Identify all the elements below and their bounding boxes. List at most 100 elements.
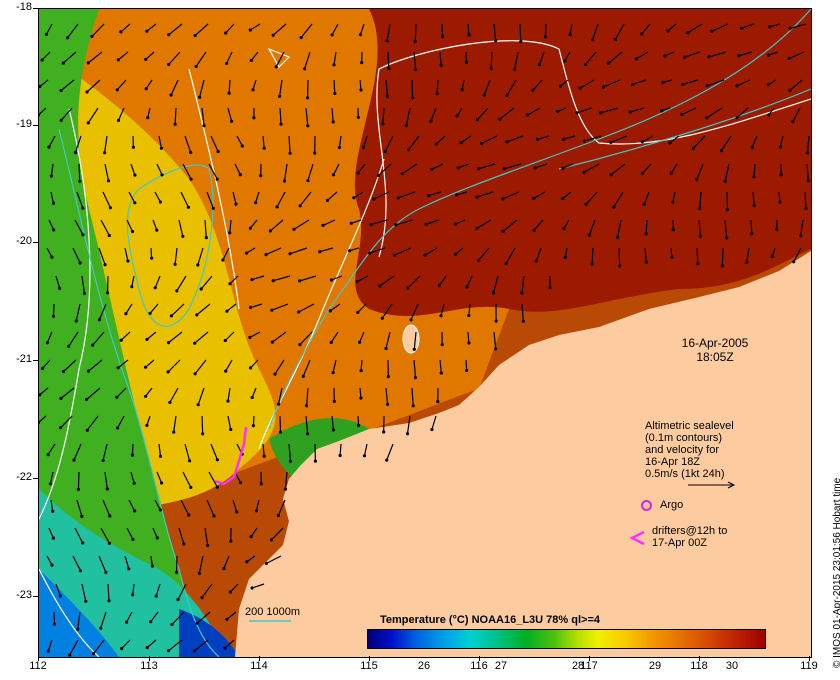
colorbar-label: 29 <box>648 660 662 672</box>
velocity-arrow-head <box>48 482 52 486</box>
velocity-arrow-head <box>181 234 185 238</box>
velocity-arrow-head <box>228 231 232 235</box>
velocity-arrow <box>788 51 805 60</box>
velocity-arrow-head <box>283 487 288 491</box>
velocity-arrow <box>194 23 209 37</box>
velocity-arrow <box>333 51 337 65</box>
velocity-arrow-head <box>39 421 40 425</box>
velocity-arrow-head <box>167 62 171 67</box>
velocity-arrow <box>87 107 99 124</box>
velocity-arrow <box>128 499 136 512</box>
velocity-arrow <box>46 331 53 344</box>
argo-label: Argo <box>660 499 684 511</box>
velocity-arrow-head <box>204 236 208 240</box>
velocity-arrow <box>194 639 209 652</box>
velocity-arrow-head <box>329 340 333 344</box>
velocity-arrow <box>288 443 292 462</box>
velocity-arrow-head <box>464 60 468 64</box>
velocity-arrow-head <box>116 118 121 122</box>
velocity-arrow <box>46 247 53 258</box>
velocity-arrows <box>39 23 811 657</box>
velocity-arrow-head <box>148 311 152 315</box>
velocity-arrow-head <box>268 229 272 233</box>
x-tick-mark <box>809 656 810 661</box>
velocity-arrow <box>720 135 732 151</box>
velocity-arrow-head <box>409 318 413 322</box>
velocity-arrow-head <box>494 347 498 351</box>
velocity-arrow <box>154 191 161 203</box>
velocity-arrow <box>288 135 291 154</box>
velocity-arrow <box>642 135 654 143</box>
velocity-arrow-head <box>80 514 84 518</box>
velocity-arrow-head <box>131 537 135 542</box>
velocity-arrow-head <box>104 570 108 574</box>
velocity-arrow <box>91 23 105 37</box>
velocity-arrow <box>121 639 131 650</box>
velocity-arrow <box>67 23 79 39</box>
velocity-arrow-head <box>806 179 811 183</box>
velocity-arrow-head <box>331 120 335 124</box>
velocity-arrow-head <box>477 167 481 171</box>
velocity-arrow-head <box>271 279 275 283</box>
velocity-arrow <box>298 303 315 313</box>
velocity-arrow-head <box>270 308 274 312</box>
velocity-arrow <box>387 51 390 69</box>
velocity-arrow-head <box>259 482 263 486</box>
velocity-arrow-head <box>520 291 524 295</box>
velocity-arrow-head <box>198 95 202 99</box>
velocity-arrow <box>724 163 730 182</box>
velocity-arrow <box>610 163 626 176</box>
velocity-arrow-head <box>439 63 443 67</box>
velocity-arrow-head <box>39 393 42 397</box>
velocity-arrow-head <box>149 620 153 624</box>
velocity-arrow <box>69 639 79 656</box>
velocity-arrow-head <box>359 369 363 373</box>
velocity-arrow <box>806 135 810 153</box>
sst-map <box>38 8 812 658</box>
velocity-arrow <box>184 443 191 461</box>
velocity-arrow-head <box>778 200 782 204</box>
velocity-arrow-head <box>40 58 44 62</box>
velocity-arrow-head <box>640 140 644 144</box>
velocity-arrow-head <box>186 205 190 209</box>
velocity-arrow-head <box>172 430 176 434</box>
velocity-arrow <box>50 499 54 512</box>
x-tick-label: 112 <box>29 660 47 672</box>
velocity-arrow <box>104 163 110 181</box>
drifter-label: drifters@12h to 17-Apr 00Z <box>652 525 727 549</box>
velocity-arrow <box>270 527 284 541</box>
velocity-arrow <box>255 499 260 511</box>
velocity-arrow <box>687 23 703 34</box>
velocity-arrow-head <box>182 542 186 546</box>
velocity-arrow-head <box>455 193 459 197</box>
velocity-arrow <box>229 219 232 233</box>
velocity-arrow <box>381 303 393 319</box>
velocity-arrow-head <box>707 55 711 59</box>
velocity-arrow <box>98 555 107 573</box>
velocity-arrow <box>270 219 284 232</box>
velocity-arrow <box>643 191 650 205</box>
velocity-arrow-head <box>108 514 112 518</box>
velocity-arrow <box>300 23 313 38</box>
velocity-arrow-head <box>719 149 724 153</box>
velocity-arrow <box>792 107 801 122</box>
velocity-arrow <box>146 415 151 426</box>
velocity-arrow <box>201 107 205 126</box>
drifter-label-line: 17-Apr 00Z <box>652 537 708 549</box>
velocity-arrow <box>330 331 339 343</box>
velocity-arrow-head <box>82 291 87 295</box>
velocity-arrow-head <box>601 85 606 89</box>
velocity-arrow <box>156 471 163 484</box>
velocity-arrow <box>467 331 470 344</box>
velocity-arrow-head <box>631 82 635 86</box>
velocity-arrow <box>284 471 288 490</box>
velocity-arrow-head <box>126 259 130 263</box>
velocity-arrow <box>130 471 135 484</box>
velocity-arrow <box>60 107 73 121</box>
velocity-arrow-head <box>455 114 459 118</box>
velocity-arrow <box>100 611 107 629</box>
velocity-arrow-head <box>332 63 336 67</box>
velocity-arrow-head <box>250 278 254 282</box>
velocity-arrow <box>610 135 628 143</box>
velocity-arrow <box>544 23 547 37</box>
